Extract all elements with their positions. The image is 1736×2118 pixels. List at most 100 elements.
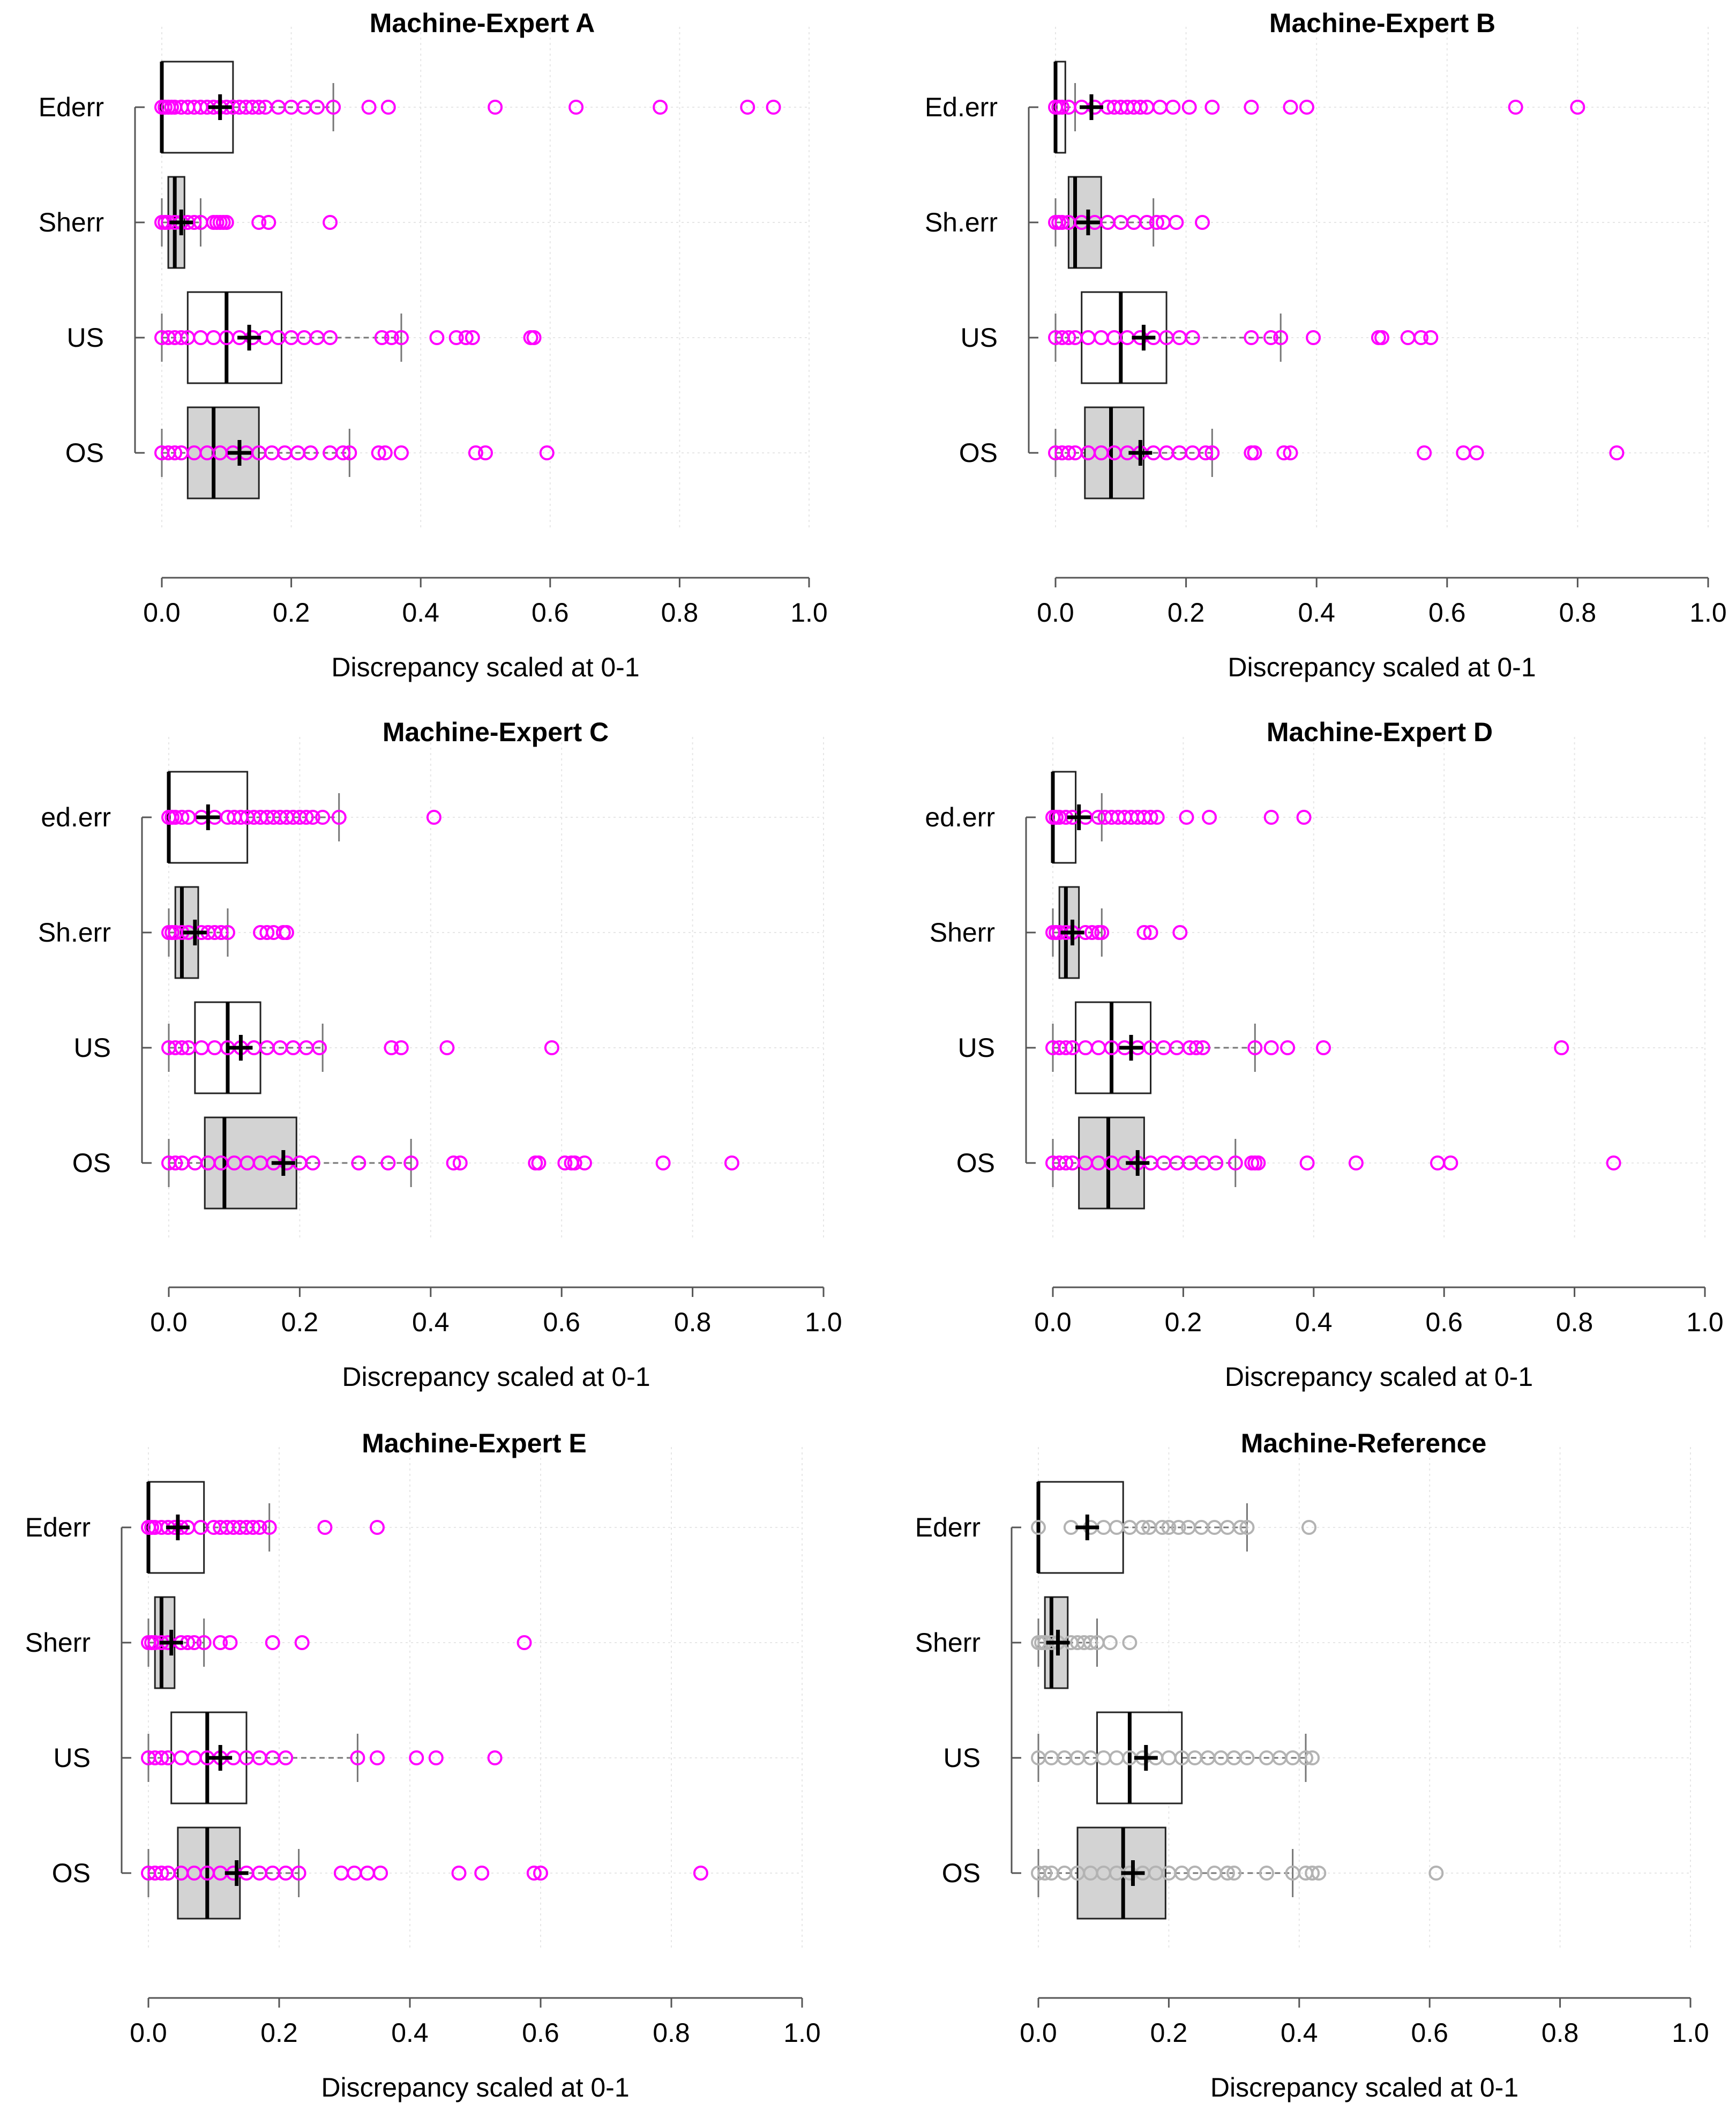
x-tick-label: 0.4 xyxy=(1281,2018,1318,2048)
outlier-point xyxy=(1428,1866,1444,1881)
outlier-point xyxy=(1054,215,1070,230)
outlier-point xyxy=(1037,1866,1053,1881)
y-tick-label: OS xyxy=(65,438,104,468)
x-tick-label: 1.0 xyxy=(783,2018,821,2048)
outlier-point xyxy=(1195,1040,1210,1055)
outlier-point xyxy=(1233,1520,1248,1535)
box-os xyxy=(141,1826,708,1920)
x-tick-label: 1.0 xyxy=(805,1307,842,1337)
outlier-point xyxy=(1204,100,1220,115)
outlier-point xyxy=(168,1155,183,1170)
outlier-point xyxy=(186,1635,202,1650)
y-tick-label: Sherr xyxy=(25,1628,91,1658)
x-axis-label: Discrepancy scaled at 0-1 xyxy=(342,1362,650,1392)
y-tick-label: ed.err xyxy=(41,802,111,832)
box-ederr xyxy=(154,61,781,154)
outlier-point xyxy=(1122,1635,1138,1650)
outlier-point xyxy=(350,1750,365,1765)
outlier-point xyxy=(1469,445,1484,460)
outlier-point xyxy=(1263,810,1279,825)
outlier-point xyxy=(371,445,386,460)
x-tick-label: 0.0 xyxy=(1020,2018,1057,2048)
outlier-point xyxy=(384,330,399,345)
chart-title: Machine-Expert E xyxy=(362,1428,587,1458)
x-axis-label: Discrepancy scaled at 0-1 xyxy=(1210,2072,1518,2102)
chart-panel-5: Machine-Expert E Ederr Sherr US OS 0.0 0.2 0.4 0… xyxy=(25,1428,821,2102)
outlier-point xyxy=(261,215,276,230)
y-tick-label: Sh.err xyxy=(925,207,998,237)
outlier-point xyxy=(1247,1040,1263,1055)
outlier-point xyxy=(335,445,351,460)
box-ed-err xyxy=(1045,771,1312,864)
outlier-point xyxy=(1204,445,1220,460)
chart-panel-2: Machine-Expert B Ed.err Sh.err US OS 0.0 0.2 0.… xyxy=(925,8,1727,682)
outlier-point xyxy=(1299,1155,1315,1170)
outlier-point xyxy=(265,1635,280,1650)
y-tick-label: Sh.err xyxy=(38,918,111,948)
outlier-point xyxy=(261,1520,277,1535)
x-tick-label: 0.6 xyxy=(1428,598,1466,628)
x-tick-label: 0.0 xyxy=(150,1307,188,1337)
outlier-point xyxy=(1149,810,1165,825)
y-tick-label: OS xyxy=(959,438,998,468)
chart-title: Machine-Expert C xyxy=(383,717,609,747)
outlier-point xyxy=(1061,445,1076,460)
outlier-point xyxy=(309,100,325,115)
outlier-point xyxy=(1244,100,1259,115)
x-tick-label: 0.8 xyxy=(674,1307,712,1337)
outlier-point xyxy=(380,100,396,115)
outlier-point xyxy=(326,100,341,115)
y-tick-label: Ederr xyxy=(39,92,104,122)
outlier-point xyxy=(724,1155,739,1170)
outlier-point xyxy=(278,1750,294,1765)
outlier-point xyxy=(1247,445,1262,460)
outlier-point xyxy=(303,445,318,460)
outlier-point xyxy=(1251,1155,1266,1170)
outlier-point xyxy=(1139,215,1155,230)
outlier-point xyxy=(568,100,584,115)
outlier-point xyxy=(1301,1520,1317,1535)
outlier-point xyxy=(766,100,781,115)
outlier-point xyxy=(1155,1520,1170,1535)
outlier-point xyxy=(478,445,493,460)
outlier-point xyxy=(1058,1155,1074,1170)
x-axis-label: Discrepancy scaled at 0-1 xyxy=(331,652,639,682)
y-tick-label: Ederr xyxy=(915,1512,981,1542)
outlier-point xyxy=(393,445,409,460)
x-tick-label: 1.0 xyxy=(790,598,828,628)
box-iqr xyxy=(186,291,282,384)
x-tick-label: 0.2 xyxy=(273,598,310,628)
outlier-point xyxy=(1283,100,1298,115)
y-tick-label: Sherr xyxy=(915,1628,981,1658)
outlier-point xyxy=(374,330,390,345)
outlier-point xyxy=(1149,215,1164,230)
x-tick-label: 0.4 xyxy=(391,2018,429,2048)
outlier-point xyxy=(167,445,183,460)
outlier-point xyxy=(1185,330,1200,345)
outlier-point xyxy=(380,1155,396,1170)
outlier-point xyxy=(1179,810,1194,825)
x-tick-label: 0.8 xyxy=(653,2018,690,2048)
outlier-point xyxy=(1084,925,1100,940)
outlier-point xyxy=(298,810,314,825)
box-sherr xyxy=(154,176,338,269)
y-tick-label: US xyxy=(67,323,104,353)
box-os xyxy=(1045,1116,1621,1210)
outlier-point xyxy=(488,100,503,115)
outlier-point xyxy=(174,810,190,825)
box-ederr xyxy=(1031,1481,1317,1574)
outlier-point xyxy=(655,1155,671,1170)
outlier-point xyxy=(539,445,555,460)
outlier-point xyxy=(1296,810,1312,825)
outlier-point xyxy=(1348,1155,1364,1170)
x-tick-label: 0.2 xyxy=(281,1307,319,1337)
x-tick-label: 0.6 xyxy=(1411,2018,1448,2048)
outlier-point xyxy=(1298,1750,1313,1765)
outlier-point xyxy=(384,1040,399,1055)
x-tick-label: 0.6 xyxy=(532,598,569,628)
box-os xyxy=(161,1116,739,1210)
outlier-point xyxy=(452,1155,468,1170)
outlier-point xyxy=(1102,1635,1118,1650)
outlier-point xyxy=(533,1866,548,1881)
outlier-point xyxy=(305,1155,320,1170)
